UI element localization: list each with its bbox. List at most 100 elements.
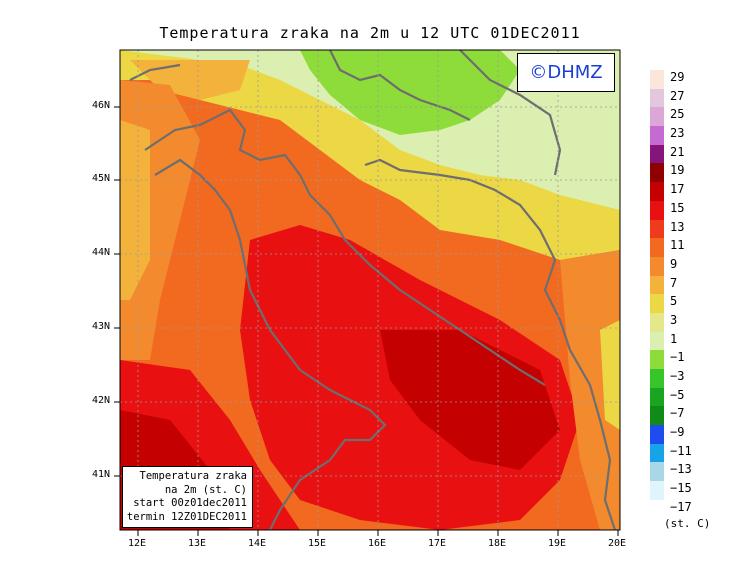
map-frame bbox=[119, 49, 621, 531]
lon-label-15e: 15E bbox=[308, 538, 327, 549]
legend-item: 3 bbox=[650, 312, 740, 332]
legend-label: 1 bbox=[670, 331, 678, 346]
lat-label-43n: 43N bbox=[92, 321, 111, 332]
legend-swatch bbox=[650, 70, 664, 89]
legend-item: 11 bbox=[650, 238, 740, 257]
legend-item: −11 bbox=[650, 443, 740, 463]
legend-swatch bbox=[650, 88, 664, 108]
legend-item: 27 bbox=[650, 88, 740, 108]
legend-swatch bbox=[650, 144, 664, 164]
legend-swatch bbox=[650, 219, 664, 239]
info-unit: na 2m (st. C) bbox=[164, 483, 247, 496]
legend-label: 27 bbox=[670, 88, 685, 103]
legend-item: −3 bbox=[650, 369, 740, 388]
legend-item: −7 bbox=[650, 406, 740, 426]
legend-label: −11 bbox=[670, 443, 692, 458]
lon-label-19e: 19E bbox=[548, 538, 567, 549]
legend-label: 11 bbox=[670, 238, 685, 253]
coastlines bbox=[129, 49, 617, 531]
legend-label: 23 bbox=[670, 126, 685, 141]
legend-item: 29 bbox=[650, 70, 740, 89]
legend-label: 3 bbox=[670, 312, 678, 327]
info-variable: Temperatura zraka bbox=[139, 470, 247, 482]
lon-label-17e: 17E bbox=[428, 538, 447, 549]
legend-swatch bbox=[650, 499, 664, 519]
legend-item: −9 bbox=[650, 425, 740, 444]
legend-swatch bbox=[650, 331, 664, 351]
legend-label: −5 bbox=[670, 387, 685, 402]
legend-label: −15 bbox=[670, 481, 692, 496]
legend-item: −1 bbox=[650, 350, 740, 369]
legend-item: 9 bbox=[650, 256, 740, 276]
legend-swatch bbox=[650, 163, 664, 183]
legend-item: 1 bbox=[650, 331, 740, 351]
legend-swatch bbox=[650, 443, 664, 463]
legend-item: 21 bbox=[650, 144, 740, 164]
legend-label: 15 bbox=[670, 200, 685, 215]
legend-item: 25 bbox=[650, 107, 740, 127]
lon-label-20e: 20E bbox=[608, 538, 627, 549]
dhmz-copyright: ©DHMZ bbox=[517, 53, 615, 92]
legend-item: 17 bbox=[650, 182, 740, 201]
legend-swatch bbox=[650, 256, 664, 276]
lat-label-44n: 44N bbox=[92, 247, 111, 258]
legend-swatch bbox=[650, 238, 664, 257]
lat-label-45n: 45N bbox=[92, 173, 111, 184]
lat-label-46n: 46N bbox=[92, 100, 111, 111]
legend-swatch bbox=[650, 294, 664, 313]
lon-label-12e: 12E bbox=[128, 538, 147, 549]
info-termin: termin 12Z01DEC2011 bbox=[126, 510, 247, 523]
legend-label: −1 bbox=[670, 350, 685, 365]
legend-swatch bbox=[650, 350, 664, 369]
legend-swatch bbox=[650, 312, 664, 332]
legend-label: 29 bbox=[670, 70, 685, 84]
legend-item: −17 bbox=[650, 499, 740, 519]
legend-item: −13 bbox=[650, 462, 740, 482]
legend-unit: (st. C) bbox=[664, 517, 711, 530]
legend-swatch bbox=[650, 107, 664, 127]
lat-label-42n: 42N bbox=[92, 395, 111, 406]
legend-swatch bbox=[650, 406, 664, 426]
legend-swatch bbox=[650, 126, 664, 145]
legend-label: 5 bbox=[670, 294, 678, 309]
map-title: Temperatura zraka na 2m u 12 UTC 01DEC20… bbox=[159, 24, 581, 42]
info-box: Temperatura zraka na 2m (st. C) start 00… bbox=[122, 466, 253, 528]
legend-item: 13 bbox=[650, 219, 740, 239]
legend-item: −5 bbox=[650, 387, 740, 407]
legend-label: 13 bbox=[670, 219, 685, 234]
legend-item: 23 bbox=[650, 126, 740, 145]
legend-label: 19 bbox=[670, 163, 685, 178]
info-start: start 00z01dec2011 bbox=[133, 497, 247, 509]
lon-label-16e: 16E bbox=[368, 538, 387, 549]
legend-swatch bbox=[650, 481, 664, 500]
legend-label: 17 bbox=[670, 182, 685, 197]
legend-label: −9 bbox=[670, 425, 685, 440]
legend-label: 25 bbox=[670, 107, 685, 122]
legend-swatch bbox=[650, 387, 664, 407]
legend-label: 7 bbox=[670, 275, 678, 290]
legend-label: 9 bbox=[670, 256, 678, 271]
legend-label: −13 bbox=[670, 462, 692, 477]
legend-item: −15 bbox=[650, 481, 740, 500]
legend-item: 15 bbox=[650, 200, 740, 220]
lat-label-41n: 41N bbox=[92, 469, 111, 480]
legend-swatch bbox=[650, 200, 664, 220]
legend-swatch bbox=[650, 425, 664, 444]
legend-item: 19 bbox=[650, 163, 740, 183]
legend-item: 7 bbox=[650, 275, 740, 295]
legend-label: −3 bbox=[670, 369, 685, 383]
legend-swatch bbox=[650, 182, 664, 201]
legend-swatch bbox=[650, 275, 664, 295]
graticule bbox=[120, 50, 620, 530]
legend-label: −7 bbox=[670, 406, 685, 421]
legend-label: 21 bbox=[670, 144, 685, 159]
color-legend: 29 27 25 23 21 19 17 15 13 11 9 7 5 3 1 −1 −3 −5 −7 −9 −11 −1… bbox=[650, 70, 740, 519]
lon-label-13e: 13E bbox=[188, 538, 207, 549]
legend-item: 5 bbox=[650, 294, 740, 313]
lon-label-18e: 18E bbox=[488, 538, 507, 549]
legend-label: −17 bbox=[670, 499, 692, 514]
legend-swatch bbox=[650, 462, 664, 482]
legend-swatch bbox=[650, 369, 664, 388]
lon-label-14e: 14E bbox=[248, 538, 267, 549]
